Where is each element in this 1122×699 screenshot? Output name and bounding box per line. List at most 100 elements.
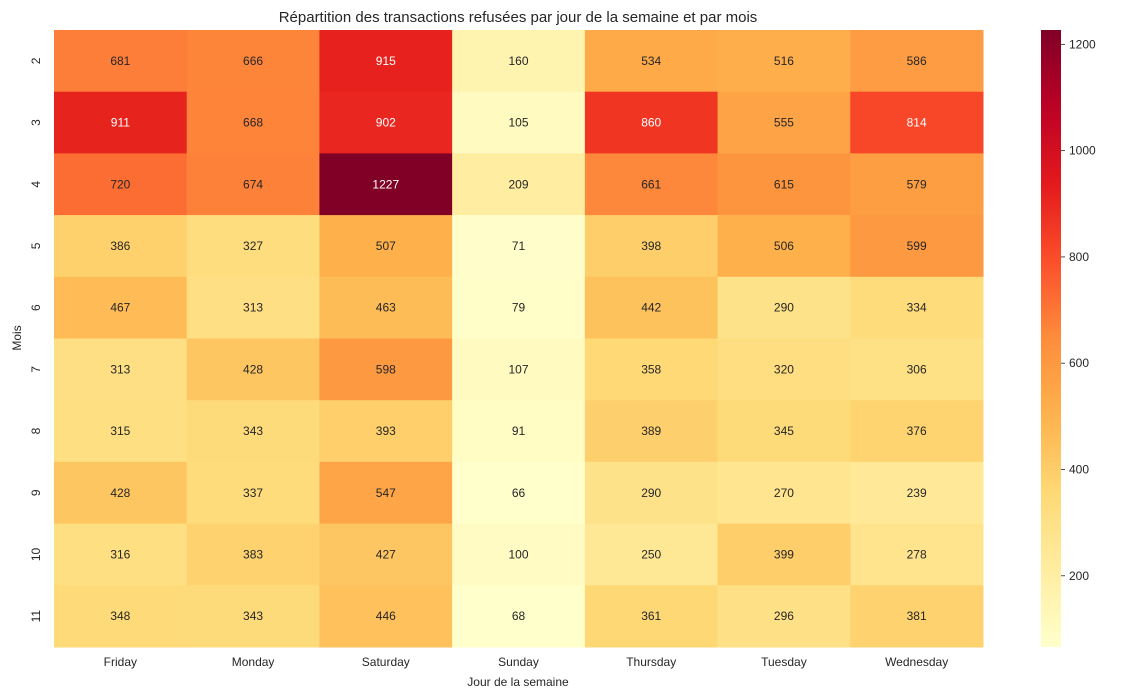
heatmap-cell bbox=[850, 523, 984, 586]
cell-value-label: 79 bbox=[512, 301, 526, 315]
cell-value-label: 68 bbox=[512, 609, 526, 623]
cell-value-label: 209 bbox=[508, 177, 528, 191]
y-tick-label: 8 bbox=[29, 427, 43, 434]
cell-value-label: 586 bbox=[907, 54, 927, 68]
cell-value-label: 376 bbox=[907, 424, 927, 438]
cell-value-label: 442 bbox=[641, 301, 661, 315]
heatmap-cell bbox=[584, 30, 719, 93]
y-tick-label: 11 bbox=[29, 610, 43, 623]
heatmap-cell bbox=[452, 585, 586, 648]
cell-value-label: 668 bbox=[243, 116, 263, 130]
heatmap-cell bbox=[452, 461, 586, 525]
heatmap-cell bbox=[452, 523, 586, 586]
heatmap-cell bbox=[717, 91, 851, 154]
heatmap-cell bbox=[717, 153, 851, 216]
cell-value-label: 345 bbox=[774, 424, 794, 438]
cell-value-label: 516 bbox=[774, 54, 794, 68]
cell-value-label: 337 bbox=[243, 486, 263, 500]
heatmap-cell bbox=[54, 276, 188, 339]
heatmap-cell bbox=[319, 400, 453, 463]
y-axis-label: Mois bbox=[10, 325, 24, 350]
x-tick-labels: Friday Monday Saturday Sunday Thursday Tuesda… bbox=[104, 655, 949, 669]
heatmap-cell bbox=[584, 400, 719, 463]
cell-value-label: 239 bbox=[907, 486, 927, 500]
cell-value-label: 428 bbox=[243, 362, 263, 376]
x-axis-label: Jour de la semaine bbox=[467, 675, 569, 689]
cell-value-label: 343 bbox=[243, 424, 263, 438]
heatmap-cell bbox=[717, 523, 851, 586]
heatmap-cell bbox=[54, 585, 188, 648]
heatmap-cell bbox=[452, 30, 586, 93]
cell-value-label: 66 bbox=[512, 486, 526, 500]
y-tick-label: 10 bbox=[29, 547, 43, 561]
y-tick-label: 9 bbox=[29, 489, 43, 496]
x-tick-label: Sunday bbox=[498, 655, 539, 669]
cell-value-label: 290 bbox=[774, 301, 794, 315]
heatmap-cell bbox=[186, 400, 320, 463]
cell-value-label: 290 bbox=[641, 486, 661, 500]
heatmap-cell bbox=[186, 30, 320, 93]
x-tick-label: Saturday bbox=[362, 655, 410, 669]
cell-value-label: 107 bbox=[508, 362, 528, 376]
cell-value-label: 71 bbox=[512, 239, 526, 253]
colorbar bbox=[1041, 30, 1061, 647]
heatmap-cell bbox=[717, 461, 851, 525]
heatmap-cell bbox=[319, 338, 453, 401]
cell-value-label: 915 bbox=[376, 54, 396, 68]
heatmap-cell bbox=[452, 276, 586, 339]
heatmap-cell bbox=[850, 276, 984, 339]
heatmap-cell bbox=[584, 461, 719, 525]
heatmap-cell bbox=[186, 153, 320, 216]
heatmap-cell bbox=[717, 400, 851, 463]
cell-value-label: 661 bbox=[641, 177, 661, 191]
heatmap-cell bbox=[850, 153, 984, 216]
heatmap-cell bbox=[319, 585, 453, 648]
cell-value-label: 1227 bbox=[372, 177, 399, 191]
cell-value-label: 599 bbox=[907, 239, 927, 253]
heatmap-cell bbox=[717, 585, 851, 648]
heatmap-cell bbox=[319, 91, 453, 154]
heatmap-cell bbox=[54, 215, 188, 278]
cell-value-label: 91 bbox=[512, 424, 526, 438]
cell-value-label: 100 bbox=[508, 547, 528, 561]
y-tick-label: 2 bbox=[29, 57, 43, 64]
heatmap-cell bbox=[54, 461, 188, 525]
cell-value-label: 547 bbox=[376, 486, 396, 500]
cell-value-label: 250 bbox=[641, 547, 661, 561]
heatmap-cell bbox=[850, 91, 984, 154]
colorbar-tick-label: 400 bbox=[1069, 462, 1089, 476]
heatmap-cell bbox=[186, 338, 320, 401]
y-tick-label: 3 bbox=[29, 119, 43, 126]
heatmap-cell bbox=[584, 585, 719, 648]
cell-value-label: 507 bbox=[376, 239, 396, 253]
cell-value-label: 555 bbox=[774, 116, 794, 130]
heatmap-cell bbox=[186, 461, 320, 525]
cell-value-label: 666 bbox=[243, 54, 263, 68]
cell-value-label: 105 bbox=[508, 116, 528, 130]
cell-value-label: 398 bbox=[641, 239, 661, 253]
heatmap-cell bbox=[186, 276, 320, 339]
heatmap-cell bbox=[186, 215, 320, 278]
cell-value-label: 427 bbox=[376, 547, 396, 561]
heatmap-cell bbox=[54, 153, 188, 216]
heatmap-cell bbox=[452, 400, 586, 463]
heatmap-cell bbox=[584, 215, 719, 278]
heatmap-cell bbox=[54, 338, 188, 401]
heatmap-cell bbox=[850, 400, 984, 463]
heatmap-cell bbox=[850, 338, 984, 401]
cell-value-label: 814 bbox=[907, 116, 927, 130]
colorbar-tick-label: 1000 bbox=[1069, 144, 1096, 158]
y-tick-labels: 2 3 4 5 6 7 8 9 10 11 bbox=[29, 57, 43, 622]
cell-value-label: 534 bbox=[641, 54, 661, 68]
heatmap-cell bbox=[54, 400, 188, 463]
cell-value-label: 383 bbox=[243, 547, 263, 561]
x-tick-label: Friday bbox=[104, 655, 137, 669]
cell-value-label: 306 bbox=[907, 362, 927, 376]
heatmap-cell bbox=[850, 215, 984, 278]
colorbar-tick-label: 800 bbox=[1069, 250, 1089, 264]
heatmap-cell bbox=[584, 338, 719, 401]
x-tick-label: Monday bbox=[232, 655, 275, 669]
heatmap-cell bbox=[319, 215, 453, 278]
heatmap-cell bbox=[584, 523, 719, 586]
